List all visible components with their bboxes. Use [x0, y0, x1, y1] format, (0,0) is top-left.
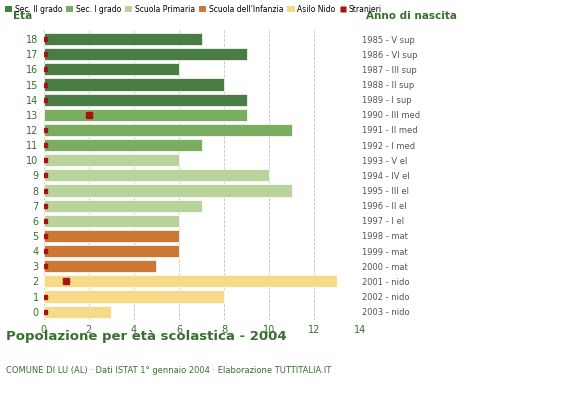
- Bar: [44, 33, 202, 45]
- Bar: [44, 63, 179, 76]
- Bar: [44, 109, 246, 121]
- Bar: [44, 124, 292, 136]
- Bar: [44, 184, 292, 196]
- Text: Età: Età: [13, 11, 32, 21]
- Legend: Sec. II grado, Sec. I grado, Scuola Primaria, Scuola dell'Infanzia, Asilo Nido, : Sec. II grado, Sec. I grado, Scuola Prim…: [4, 4, 383, 14]
- Bar: [44, 139, 202, 151]
- Bar: [44, 94, 246, 106]
- Bar: [44, 290, 224, 302]
- Text: Anno di nascita: Anno di nascita: [366, 11, 457, 21]
- Bar: [44, 275, 337, 288]
- Bar: [44, 245, 179, 257]
- Text: Popolazione per età scolastica - 2004: Popolazione per età scolastica - 2004: [6, 330, 287, 343]
- Bar: [44, 78, 224, 90]
- Text: COMUNE DI LU (AL) · Dati ISTAT 1° gennaio 2004 · Elaborazione TUTTITALIA.IT: COMUNE DI LU (AL) · Dati ISTAT 1° gennai…: [6, 366, 331, 375]
- Bar: [44, 260, 157, 272]
- Bar: [44, 215, 179, 227]
- Bar: [44, 306, 111, 318]
- Bar: [44, 169, 269, 182]
- Bar: [44, 230, 179, 242]
- Bar: [44, 154, 179, 166]
- Bar: [44, 200, 202, 212]
- Bar: [44, 48, 246, 60]
